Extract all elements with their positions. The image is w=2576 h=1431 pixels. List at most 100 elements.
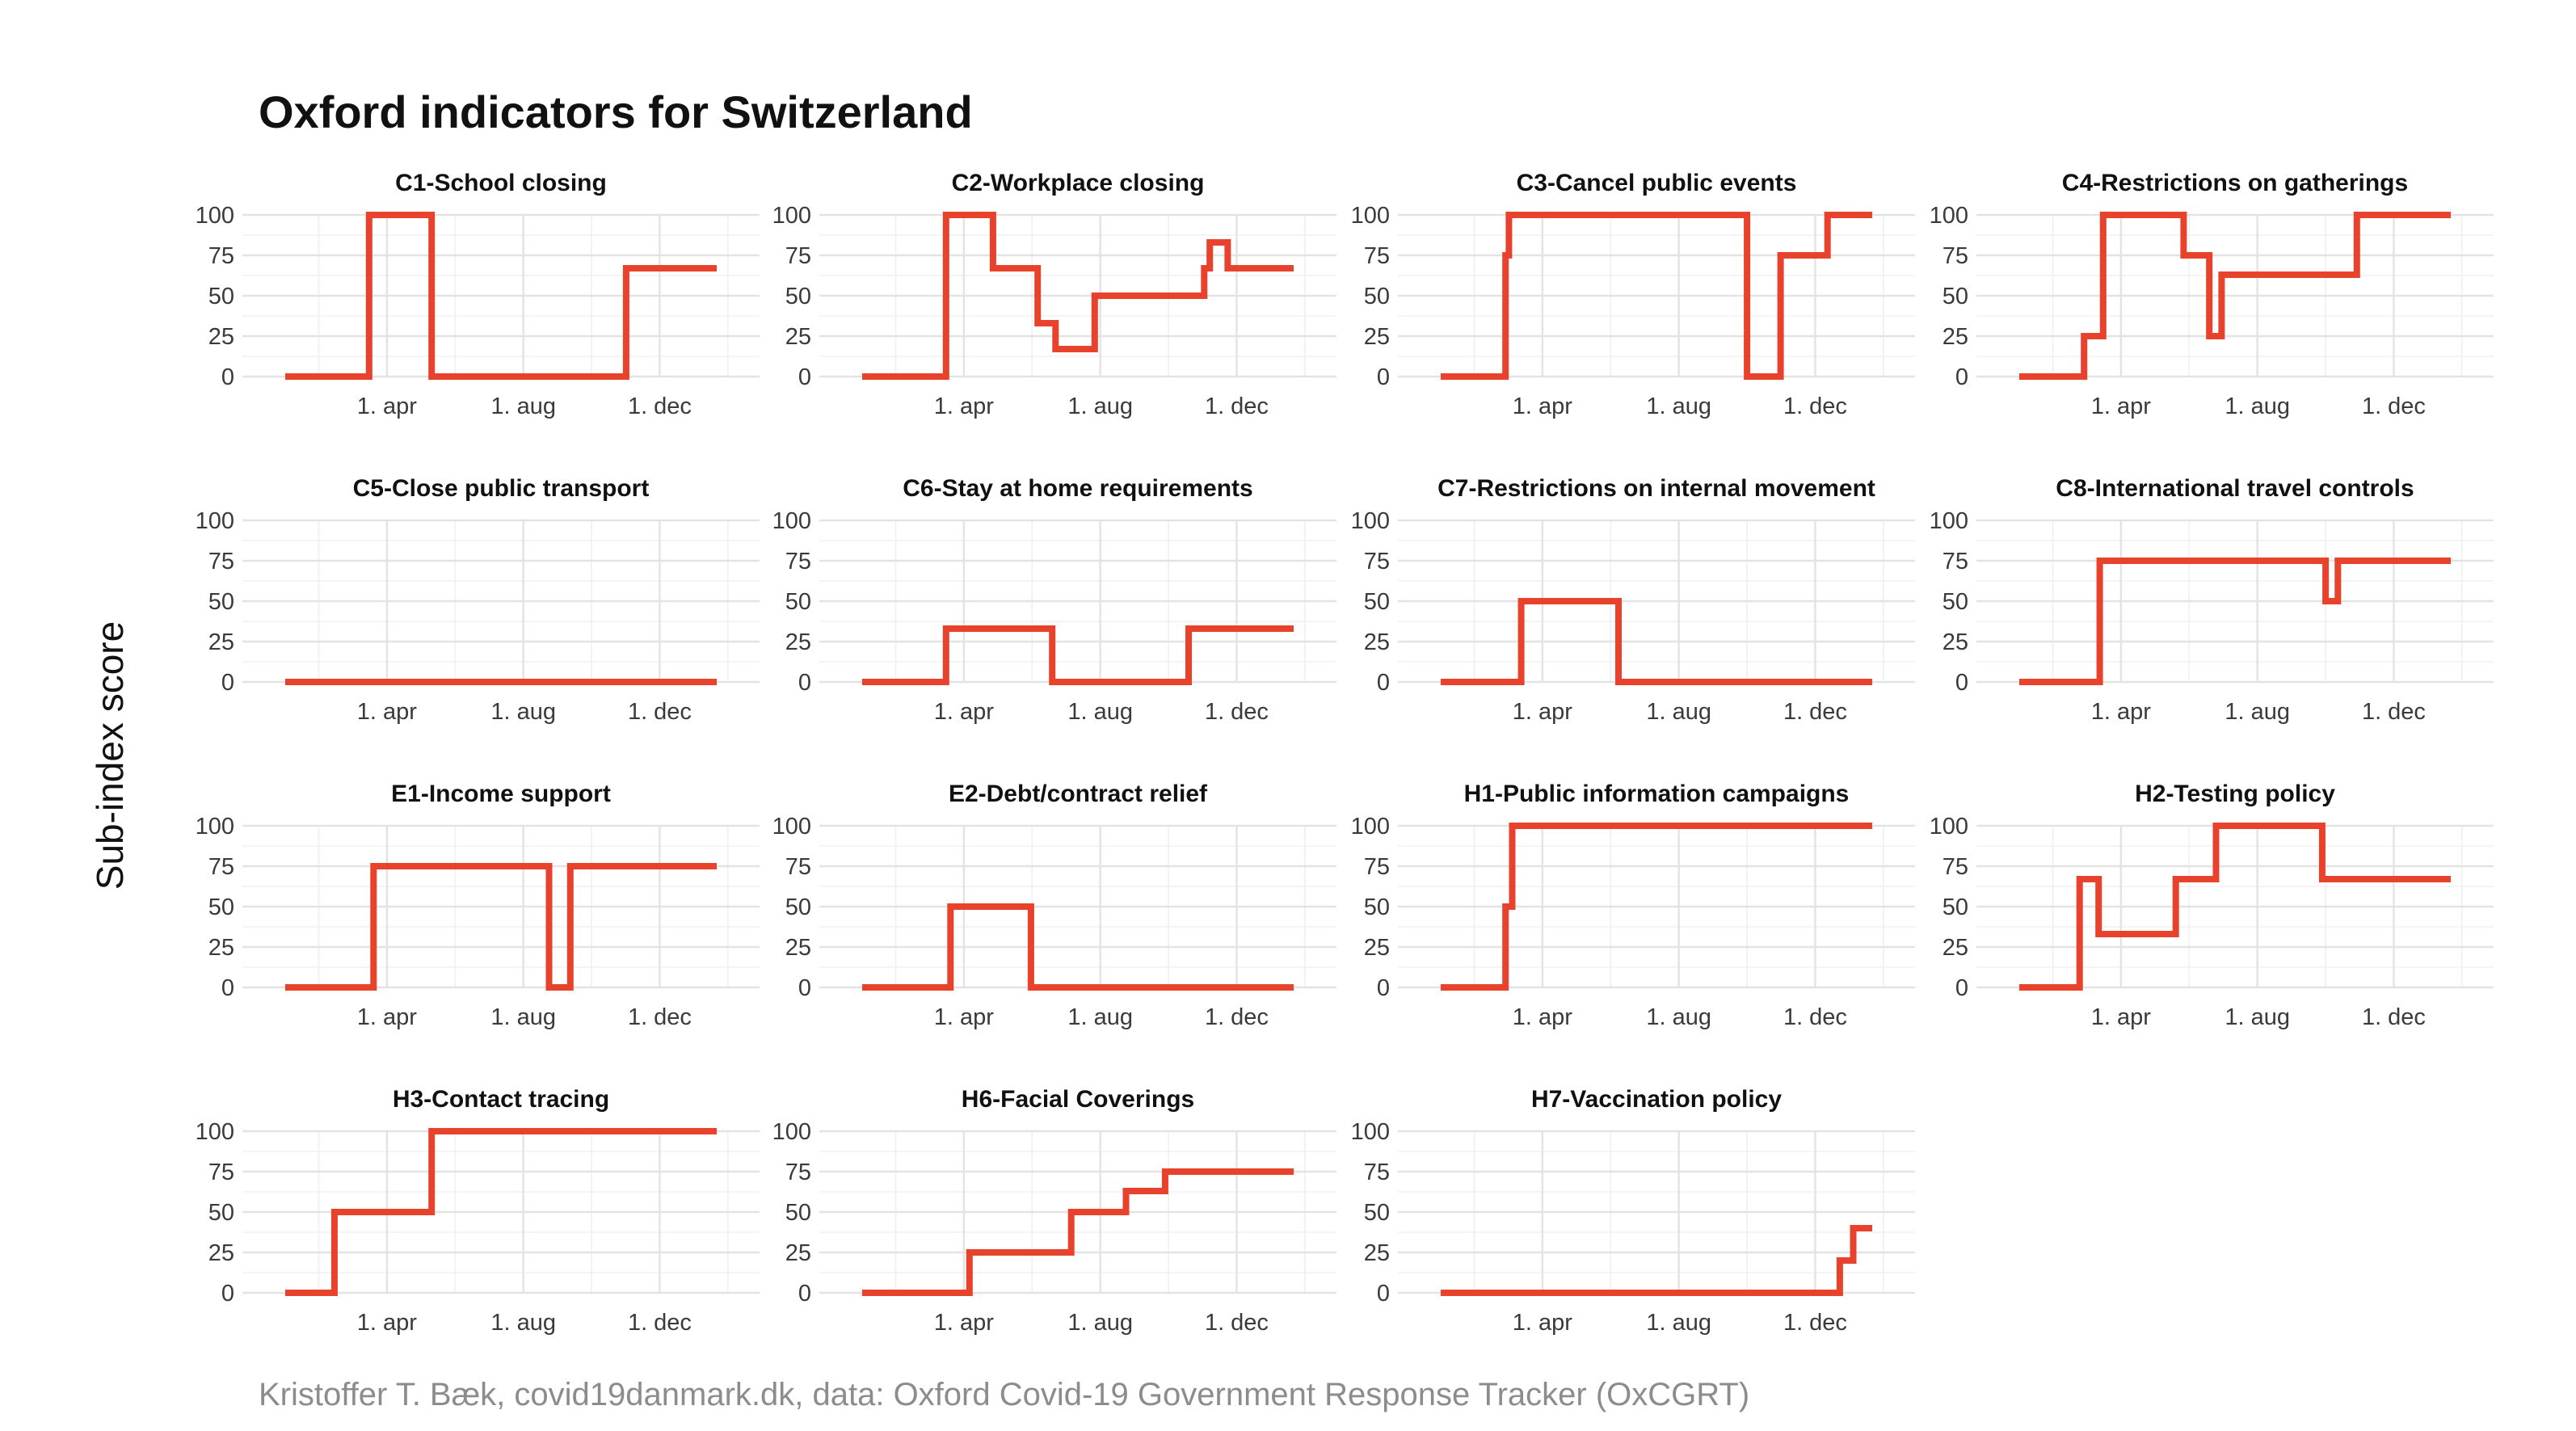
series-line-h7-vaccination-policy <box>1441 1225 1872 1296</box>
y-tick-label: 100 <box>196 203 234 229</box>
x-tick-label: 1. apr <box>357 1310 417 1336</box>
panel-c7-restrictions-on-internal-movement: 0 25 50 75 100 1. apr 1. aug 1. dec C7-Restricti… <box>1351 475 1915 725</box>
x-tick-label: 1. apr <box>357 699 417 725</box>
series-line-c8-international-travel-controls <box>2019 558 2451 685</box>
y-tick-label: 0 <box>1377 670 1390 696</box>
y-tick-label: 100 <box>196 814 234 840</box>
x-tick-label: 1. dec <box>1205 699 1269 725</box>
panel-h3-contact-tracing: 0 25 50 75 100 1. apr 1. aug 1. dec H3-Contact t… <box>196 1086 760 1336</box>
y-tick-label: 25 <box>208 324 234 350</box>
x-tick-label: 1. aug <box>490 1310 556 1336</box>
x-tick-label: 1. aug <box>1646 1310 1711 1336</box>
y-tick-label: 0 <box>1955 975 1968 1001</box>
y-tick-label: 0 <box>1377 1281 1390 1307</box>
y-tick-label: 75 <box>1943 854 1968 880</box>
y-tick-label: 50 <box>208 894 234 920</box>
y-tick-label: 0 <box>1955 364 1968 390</box>
y-tick-label: 50 <box>208 284 234 309</box>
y-tick-label: 50 <box>1364 589 1390 615</box>
series-line-c4-restrictions-on-gatherings <box>2019 212 2451 380</box>
x-tick-label: 1. apr <box>934 1004 994 1030</box>
series-line-e1-income-support <box>285 863 717 991</box>
x-tick-label: 1. aug <box>1646 699 1711 725</box>
panel-title: C6-Stay at home requirements <box>903 475 1252 502</box>
panel-c3-cancel-public-events: 0 25 50 75 100 1. apr 1. aug 1. dec C3-Cancel pu… <box>1351 170 1915 419</box>
y-tick-label: 25 <box>785 324 811 350</box>
chart-title: Oxford indicators for Switzerland <box>259 86 973 137</box>
y-tick-label: 100 <box>772 814 811 840</box>
series-line-c7-restrictions-on-internal-movement <box>1441 598 1872 685</box>
y-tick-label: 100 <box>772 1119 811 1145</box>
y-tick-label: 25 <box>1364 324 1390 350</box>
x-tick-label: 1. apr <box>2091 1004 2151 1030</box>
series-line-h2-testing-policy <box>2019 823 2451 991</box>
panel-c2-workplace-closing: 0 25 50 75 100 1. apr 1. aug 1. dec C2-Workplace… <box>772 170 1336 419</box>
y-tick-label: 50 <box>785 1200 811 1226</box>
x-tick-label: 1. aug <box>1067 394 1133 419</box>
y-tick-label: 25 <box>785 629 811 655</box>
x-tick-label: 1. dec <box>628 1310 692 1336</box>
x-tick-label: 1. apr <box>934 699 994 725</box>
panel-title: E1-Income support <box>391 781 611 807</box>
x-tick-label: 1. aug <box>2225 1004 2290 1030</box>
y-tick-label: 25 <box>785 935 811 961</box>
y-tick-label: 0 <box>1377 364 1390 390</box>
y-tick-label: 75 <box>208 243 234 269</box>
panel-c4-restrictions-on-gatherings: 0 25 50 75 100 1. apr 1. aug 1. dec C4-Restricti… <box>1930 170 2494 419</box>
y-tick-label: 50 <box>208 1200 234 1226</box>
x-tick-label: 1. dec <box>2362 1004 2426 1030</box>
x-tick-label: 1. aug <box>490 394 556 419</box>
panel-title: C3-Cancel public events <box>1517 170 1797 196</box>
x-tick-label: 1. apr <box>357 394 417 419</box>
x-tick-label: 1. apr <box>357 1004 417 1030</box>
panel-h6-facial-coverings: 0 25 50 75 100 1. apr 1. aug 1. dec H6-Facial Co… <box>772 1086 1336 1336</box>
panel-c8-international-travel-controls: 0 25 50 75 100 1. apr 1. aug 1. dec C8-Internati… <box>1930 475 2494 725</box>
y-tick-label: 0 <box>1377 975 1390 1001</box>
series-line-h6-facial-coverings <box>862 1168 1294 1296</box>
x-tick-label: 1. dec <box>1783 394 1847 419</box>
y-tick-label: 100 <box>772 203 811 229</box>
x-tick-label: 1. apr <box>1513 1004 1572 1030</box>
y-tick-label: 75 <box>785 243 811 269</box>
y-tick-label: 0 <box>798 670 811 696</box>
x-tick-label: 1. aug <box>490 699 556 725</box>
y-tick-label: 50 <box>785 284 811 309</box>
panel-title: E2-Debt/contract relief <box>949 781 1208 807</box>
y-tick-label: 75 <box>785 854 811 880</box>
x-tick-label: 1. dec <box>2362 699 2426 725</box>
panel-title: H6-Facial Coverings <box>962 1086 1194 1113</box>
y-tick-label: 0 <box>1955 670 1968 696</box>
y-tick-label: 100 <box>1351 203 1390 229</box>
y-tick-label: 75 <box>1364 549 1390 575</box>
y-tick-label: 100 <box>1930 508 1968 534</box>
panel-title: H3-Contact tracing <box>393 1086 609 1113</box>
x-tick-label: 1. dec <box>1205 1310 1269 1336</box>
x-tick-label: 1. dec <box>628 394 692 419</box>
panel-h2-testing-policy: 0 25 50 75 100 1. apr 1. aug 1. dec H2-Testing p… <box>1930 781 2494 1030</box>
y-tick-label: 0 <box>221 1281 234 1307</box>
y-tick-label: 75 <box>1943 549 1968 575</box>
y-tick-label: 25 <box>785 1240 811 1266</box>
x-tick-label: 1. apr <box>934 394 994 419</box>
y-tick-label: 75 <box>1364 854 1390 880</box>
y-tick-label: 100 <box>196 508 234 534</box>
y-tick-label: 50 <box>785 589 811 615</box>
y-tick-label: 75 <box>785 549 811 575</box>
caption: Kristoffer T. Bæk, covid19danmark.dk, da… <box>259 1377 1749 1412</box>
y-tick-label: 25 <box>1943 935 1968 961</box>
y-tick-label: 25 <box>208 629 234 655</box>
panel-title: C2-Workplace closing <box>952 170 1205 196</box>
x-tick-label: 1. aug <box>1067 699 1133 725</box>
y-tick-label: 25 <box>1943 324 1968 350</box>
y-tick-label: 50 <box>1943 284 1968 309</box>
x-tick-label: 1. aug <box>1067 1310 1133 1336</box>
y-tick-label: 50 <box>1364 1200 1390 1226</box>
x-tick-label: 1. apr <box>1513 1310 1572 1336</box>
panel-title: C4-Restrictions on gatherings <box>2062 170 2408 196</box>
y-tick-label: 25 <box>1943 629 1968 655</box>
y-tick-label: 25 <box>208 1240 234 1266</box>
series-line-c1-school-closing <box>285 212 717 380</box>
panel-title: H1-Public information campaigns <box>1464 781 1850 807</box>
y-tick-label: 25 <box>1364 935 1390 961</box>
